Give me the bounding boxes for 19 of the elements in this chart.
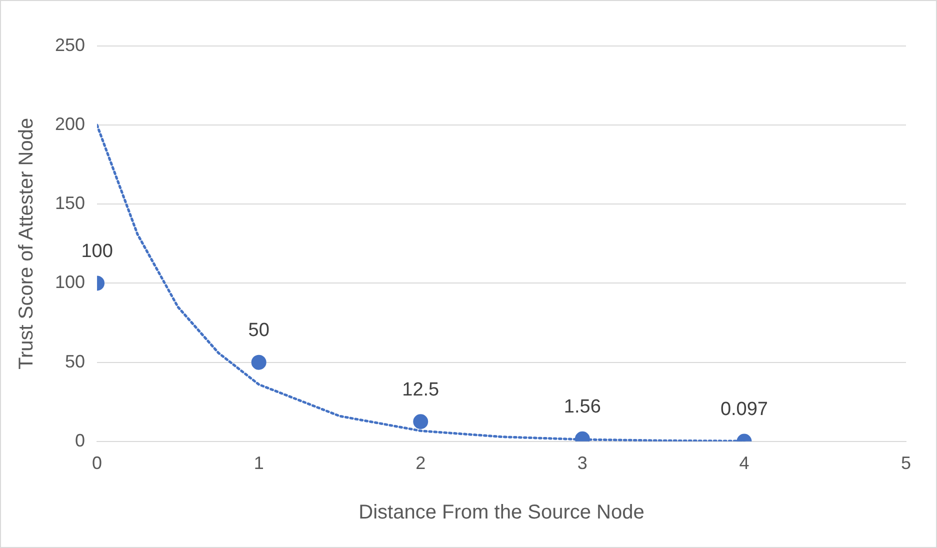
y-tick-label: 200 — [54, 114, 86, 134]
x-tick-label: 3 — [577, 453, 588, 474]
data-label: 0.097 — [720, 398, 768, 420]
y-tick-label: 250 — [54, 34, 86, 55]
x-tick-label: 2 — [416, 453, 426, 474]
x-tick-label: 0 — [92, 453, 102, 474]
x-tick-label: 1 — [254, 453, 264, 474]
x-tick-label: 4 — [739, 453, 750, 474]
x-axis-title: Distance From the Source Node — [358, 502, 644, 524]
x-tick-label: 5 — [900, 453, 912, 474]
y-tick-label: 50 — [65, 351, 86, 372]
data-label: 50 — [248, 320, 270, 342]
y-tick-label: 100 — [54, 272, 86, 292]
y-tick-label: 150 — [54, 193, 86, 214]
data-label: 100 — [81, 240, 113, 262]
data-label: 1.56 — [564, 396, 601, 418]
y-tick-label: 0 — [75, 430, 86, 450]
data-label: 12.5 — [402, 379, 440, 400]
y-axis-title: Trust Score of Attester Node — [16, 118, 38, 370]
